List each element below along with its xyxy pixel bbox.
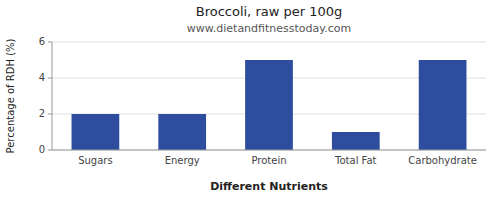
y-tick-label: 6	[39, 36, 45, 47]
grid	[52, 42, 486, 150]
y-tick-label: 2	[39, 108, 45, 119]
bar	[332, 132, 380, 150]
chart-container: 0 2 4 6 Sugars Energy Protein Total Fat Carbohyd…	[0, 0, 500, 200]
bars	[72, 60, 467, 150]
y-axis-line	[52, 42, 53, 150]
x-tick-label: Energy	[165, 155, 200, 166]
y-tick	[48, 78, 52, 79]
grid-line	[52, 42, 486, 43]
bar	[419, 60, 467, 150]
x-tick-label: Sugars	[78, 155, 112, 166]
bar	[245, 60, 293, 150]
x-tick-label: Total Fat	[334, 155, 376, 166]
y-tick-label: 4	[39, 72, 45, 83]
y-axis-label: Percentage of RDH (%)	[5, 38, 16, 153]
y-tick	[48, 150, 52, 151]
chart: 0 2 4 6 Sugars Energy Protein Total Fat Carbohyd…	[0, 0, 500, 200]
grid-line	[52, 150, 486, 151]
y-tick	[48, 114, 52, 115]
x-tick-label: Carbohydrate	[408, 155, 477, 166]
y-tick-label: 0	[39, 144, 45, 155]
title: Broccoli, raw per 100g	[196, 4, 343, 19]
x-tick-label: Protein	[251, 155, 286, 166]
y-tick	[48, 42, 52, 43]
bar	[158, 114, 206, 150]
x-axis-line	[52, 150, 486, 151]
bar	[72, 114, 120, 150]
x-axis-label: Different Nutrients	[210, 180, 328, 193]
subtitle: www.dietandfitnesstoday.com	[187, 22, 351, 35]
